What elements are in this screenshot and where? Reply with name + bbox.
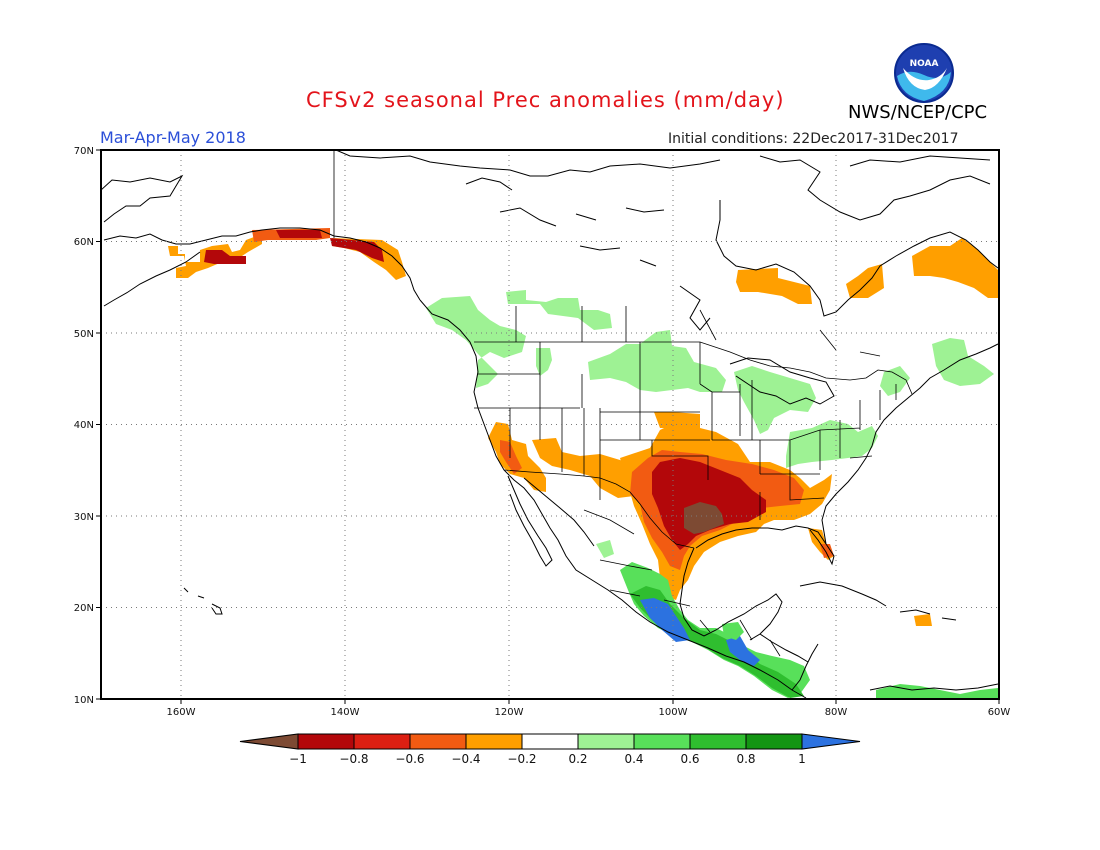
anomaly-midatlantic (786, 420, 878, 468)
colorbar-segment-9 (745, 733, 803, 750)
noaa-logo: NOAA (894, 43, 954, 103)
colorbar-segment-8 (689, 733, 747, 750)
anomaly-texas-core (684, 502, 724, 534)
colorbar-segment-6 (577, 733, 635, 750)
us-canada-border (474, 341, 913, 395)
lat-label-10n: 10N (74, 695, 94, 706)
anomaly-mexico-wet-light (596, 540, 614, 558)
colorbar: −1 −0.8 −0.6 −0.4 −0.2 0.2 0.4 0.6 0.8 1 (239, 733, 861, 766)
anomaly-gulf-alaska-core (276, 230, 322, 238)
anomaly-great-lakes (734, 366, 816, 434)
canada-provinces (515, 306, 881, 357)
anomaly-idaho (536, 348, 552, 376)
lat-label-40n: 40N (74, 420, 94, 431)
lat-label-70n: 70N (74, 146, 94, 157)
colorbar-segment-1 (297, 733, 355, 750)
canada-arctic-coast (335, 150, 721, 177)
lat-label-20n: 20N (74, 603, 94, 614)
colorbar-tick-label: 0.4 (624, 752, 643, 766)
coastlines-layer (101, 150, 999, 699)
axis-ticks (96, 149, 1000, 704)
lon-labels: 160W 140W 120W 100W 80W 60W (167, 707, 1011, 718)
mexico-states (583, 509, 781, 657)
colorbar-segment-7 (633, 733, 691, 750)
lat-lon-grid (101, 150, 999, 699)
anomaly-southern-plains-core (652, 458, 766, 550)
us-state-lines (474, 342, 897, 520)
anomaly-fill-layer (168, 228, 998, 699)
colorbar-tick-label: −1 (289, 752, 307, 766)
hudson-bay-shore (715, 200, 999, 317)
colorbar-segment-3 (409, 733, 467, 750)
colorbar-segment-0 (239, 733, 299, 750)
alaska-coastline (101, 174, 421, 307)
south-america-north-coast (869, 683, 999, 691)
anomaly-maritimes (932, 338, 994, 386)
colorbar-tick-label: −0.4 (451, 752, 480, 766)
east-coast (821, 343, 999, 545)
anomaly-kansas-cap (654, 412, 700, 428)
anomaly-labrador (912, 238, 998, 298)
lat-label-50n: 50N (74, 329, 94, 340)
colorbar-tick-label: 0.2 (568, 752, 587, 766)
lon-label-100w: 100W (659, 707, 688, 718)
baja-california (507, 475, 595, 567)
colorbar-tick-label: 0.6 (680, 752, 699, 766)
colorbar-segment-2 (353, 733, 411, 750)
arctic-islands (465, 155, 991, 331)
anomaly-southeast-mexico (722, 622, 744, 640)
colorbar-tick-label: −0.8 (339, 752, 368, 766)
lon-label-120w: 120W (495, 707, 524, 718)
initial-conditions-label: Initial conditions: 22Dec2017-31Dec2017 (668, 131, 959, 147)
colorbar-segment-10 (801, 733, 861, 750)
anomaly-california-core (500, 440, 522, 474)
hawaii-islands (183, 587, 223, 615)
lon-label-140w: 140W (331, 707, 360, 718)
anomaly-california (488, 422, 546, 492)
lat-label-60n: 60N (74, 237, 94, 248)
colorbar-tick-label: −0.6 (395, 752, 424, 766)
anomaly-sw-band (532, 438, 642, 498)
central-america-coast (759, 633, 819, 691)
anomaly-northern-plains (588, 330, 726, 392)
lon-label-160w: 160W (167, 707, 196, 718)
lon-label-60w: 60W (988, 707, 1011, 718)
political-borders-layer (333, 150, 913, 657)
colorbar-tick-label: 0.8 (736, 752, 755, 766)
map-frame (100, 149, 1000, 700)
colorbar-segment-4 (465, 733, 523, 750)
anomaly-hudson-bay (736, 268, 812, 304)
lon-label-80w: 80W (825, 707, 848, 718)
us-mexico-border (503, 469, 695, 549)
west-coast (419, 299, 807, 699)
gulf-coast (679, 525, 835, 641)
lat-labels: 70N 60N 50N 40N 30N 20N 10N (74, 146, 94, 706)
anomaly-new-england (880, 366, 910, 396)
anomaly-south-america-coast (876, 684, 998, 699)
colorbar-tick-label: −0.2 (507, 752, 536, 766)
chart-title: CFSv2 seasonal Prec anomalies (mm/day) (306, 88, 785, 112)
colorbar-tick-label: 1 (798, 752, 806, 766)
agency-label: NWS/NCEP/CPC (848, 102, 988, 123)
forecast-period-label: Mar-Apr-May 2018 (100, 128, 246, 147)
lat-label-30n: 30N (74, 512, 94, 523)
anomaly-bc-north (506, 290, 612, 330)
noaa-logo-text: NOAA (910, 59, 939, 69)
anomaly-mexico-blue (640, 598, 690, 642)
caribbean-islands (799, 581, 957, 621)
anomaly-james-bay-east (846, 264, 884, 298)
anomaly-alaska-peninsula-core (204, 250, 246, 264)
great-lakes-shore (729, 357, 835, 405)
anomaly-oaxaca-blue (726, 636, 760, 666)
colorbar-segment-5 (521, 733, 579, 750)
anomaly-caribbean (914, 614, 932, 626)
